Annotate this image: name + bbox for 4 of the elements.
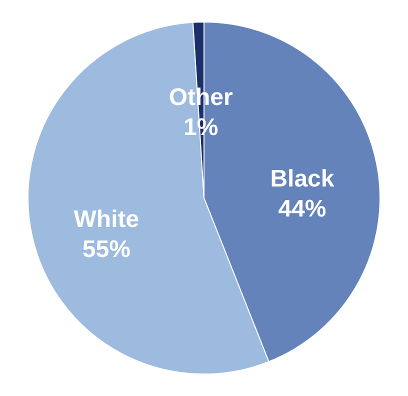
data-label: 55% [82, 236, 130, 263]
data-label: 44% [278, 195, 326, 222]
slice-label: Black [270, 165, 335, 192]
slice-label: White [74, 206, 140, 233]
